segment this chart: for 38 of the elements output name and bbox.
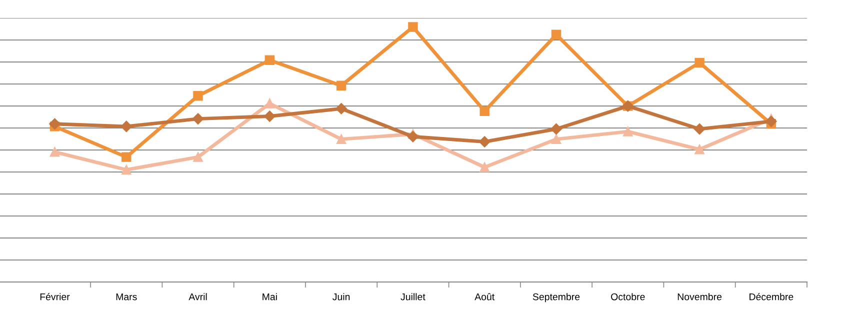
point [551, 134, 562, 144]
x-tick-label: Septembre [532, 293, 580, 302]
point [766, 116, 777, 127]
x-tick-label: Juin [332, 293, 350, 300]
point [49, 118, 60, 130]
x-tick-label: Août [474, 293, 495, 300]
x-tick-label: Février [40, 292, 70, 300]
point [336, 80, 346, 91]
x-tick-label: Mars [116, 293, 137, 300]
point [694, 144, 704, 154]
point [193, 90, 203, 101]
x-tick-label: Juillet [400, 293, 426, 300]
point [408, 22, 418, 32]
point [694, 123, 706, 135]
point [122, 152, 132, 162]
point [550, 123, 562, 135]
point [120, 120, 132, 132]
x-tick-label: Avril [188, 293, 207, 300]
point [336, 134, 346, 144]
point [478, 136, 490, 148]
point [264, 110, 276, 122]
point [623, 126, 633, 136]
point [407, 131, 419, 142]
point [122, 164, 132, 175]
point [50, 147, 60, 157]
point [192, 113, 204, 124]
point [551, 30, 562, 40]
point [480, 162, 490, 172]
point [264, 98, 275, 108]
point [264, 55, 275, 66]
x-tick-label: Mai [262, 293, 277, 300]
point [694, 58, 704, 68]
x-tick-label: Novembre [678, 293, 722, 300]
x-tick-label: Décembre [750, 292, 794, 300]
x-tick-label: Octobre [611, 293, 645, 300]
point [480, 106, 490, 116]
point [336, 102, 347, 114]
point [193, 152, 203, 162]
